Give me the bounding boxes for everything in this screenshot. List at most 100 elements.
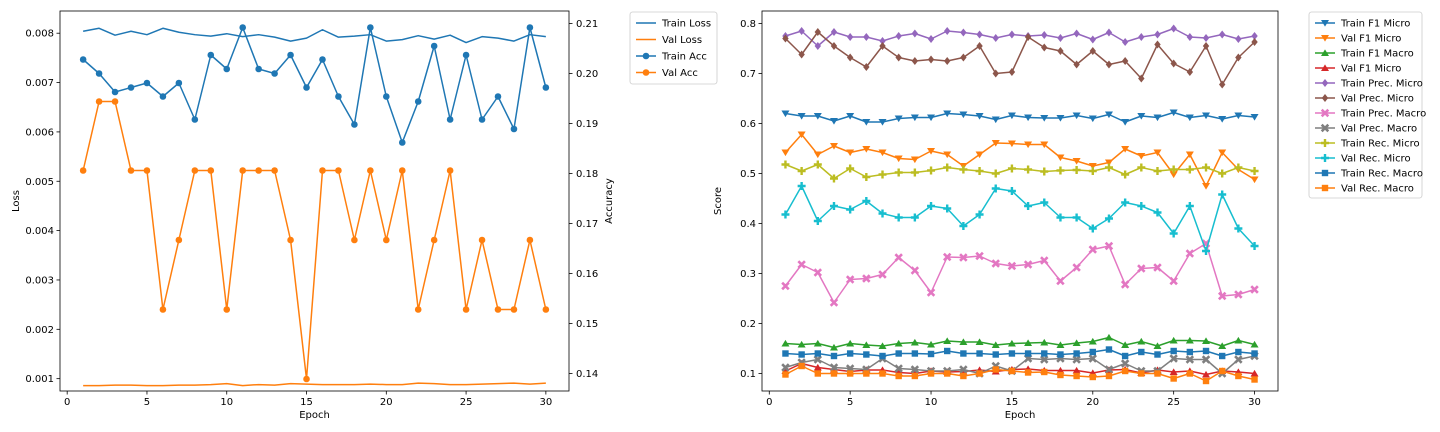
data-point bbox=[1104, 159, 1113, 167]
data-point bbox=[1218, 80, 1226, 89]
data-point bbox=[1121, 341, 1130, 348]
data-point bbox=[1153, 149, 1162, 157]
legend-item-train-f1-micro: Train F1 Micro bbox=[1315, 19, 1410, 30]
data-point bbox=[797, 260, 806, 269]
data-point bbox=[1041, 350, 1048, 357]
data-point bbox=[1105, 346, 1113, 353]
data-point bbox=[1088, 245, 1098, 254]
data-point bbox=[1024, 202, 1033, 210]
data-point bbox=[1137, 202, 1146, 210]
data-point bbox=[878, 170, 887, 179]
data-point bbox=[862, 341, 871, 348]
data-point bbox=[1088, 115, 1097, 123]
data-point bbox=[175, 79, 183, 87]
data-point bbox=[878, 149, 887, 157]
data-point bbox=[367, 167, 374, 174]
legend-item-val-rec-micro: Val Rec. Micro bbox=[1315, 154, 1411, 165]
legend-item-train-f1-macro: Train F1 Macro bbox=[1315, 49, 1414, 60]
data-point bbox=[1201, 355, 1211, 364]
data-point bbox=[813, 160, 822, 169]
data-point bbox=[271, 70, 278, 77]
data-point bbox=[1185, 114, 1194, 122]
data-point bbox=[975, 167, 984, 175]
series-line bbox=[784, 185, 1256, 252]
data-point bbox=[335, 93, 342, 100]
legend-marker bbox=[1321, 169, 1329, 177]
data-point bbox=[798, 50, 805, 59]
data-point bbox=[1185, 355, 1195, 364]
data-point bbox=[1088, 354, 1098, 363]
data-point bbox=[319, 167, 326, 174]
data-point bbox=[1105, 372, 1113, 380]
data-point bbox=[782, 371, 789, 378]
data-point bbox=[813, 151, 822, 159]
data-point bbox=[319, 56, 326, 63]
series-line bbox=[785, 111, 1255, 123]
series-train-rec-macro bbox=[782, 346, 1258, 360]
data-point bbox=[895, 53, 902, 62]
data-point bbox=[911, 350, 919, 357]
data-point bbox=[992, 366, 999, 373]
data-point bbox=[1250, 242, 1259, 250]
data-point bbox=[1072, 339, 1081, 346]
data-point bbox=[367, 24, 374, 31]
data-point bbox=[255, 167, 262, 174]
y2-axis-label: Accuracy bbox=[604, 178, 615, 224]
data-point bbox=[781, 339, 790, 347]
data-point bbox=[1104, 365, 1114, 374]
data-point bbox=[1186, 33, 1194, 41]
legend-item-train-prec-macro: Train Prec. Macro bbox=[1315, 109, 1426, 120]
data-point bbox=[959, 165, 968, 174]
x-tick-label: 10 bbox=[925, 397, 938, 408]
y-tick-label: 0.006 bbox=[25, 127, 54, 138]
data-point bbox=[960, 28, 967, 37]
data-point bbox=[813, 363, 822, 371]
legend-item-train-loss: Train Loss bbox=[636, 19, 711, 30]
data-point bbox=[960, 372, 967, 380]
data-point bbox=[1073, 60, 1080, 69]
data-point bbox=[1250, 369, 1259, 377]
data-point bbox=[1202, 163, 1211, 172]
data-point bbox=[910, 114, 919, 122]
data-point bbox=[1040, 338, 1049, 346]
data-point bbox=[462, 51, 470, 59]
data-point bbox=[813, 339, 822, 347]
legend-label: Val Acc bbox=[662, 68, 698, 79]
data-point bbox=[1121, 352, 1129, 360]
data-point bbox=[911, 57, 919, 65]
data-point bbox=[992, 34, 999, 42]
data-point bbox=[1234, 112, 1243, 120]
data-point bbox=[1089, 35, 1096, 44]
data-point bbox=[959, 253, 968, 262]
data-point bbox=[944, 370, 951, 377]
data-point bbox=[414, 306, 422, 313]
data-point bbox=[1105, 28, 1113, 37]
data-point bbox=[1202, 247, 1211, 255]
data-point bbox=[1072, 213, 1081, 222]
legend-item-val-loss: Val Loss bbox=[636, 35, 702, 46]
data-point bbox=[159, 93, 167, 100]
data-point bbox=[1007, 164, 1016, 173]
data-point bbox=[127, 167, 135, 174]
data-point bbox=[1056, 154, 1065, 162]
data-point bbox=[959, 111, 968, 119]
data-point bbox=[862, 146, 871, 153]
data-point bbox=[863, 351, 870, 358]
data-point bbox=[798, 351, 805, 358]
data-point bbox=[797, 131, 806, 139]
legend-label: Train Prec. Macro bbox=[1340, 109, 1426, 120]
data-point bbox=[1137, 264, 1146, 273]
data-point bbox=[926, 288, 936, 297]
legend-marker bbox=[1321, 139, 1329, 147]
legend-frame bbox=[1308, 11, 1423, 199]
y2-tick-label: 0.14 bbox=[576, 369, 598, 380]
series-train-prec-micro bbox=[782, 24, 1258, 50]
data-point bbox=[1218, 190, 1227, 199]
data-point bbox=[1024, 165, 1033, 174]
legend-label: Val F1 Micro bbox=[1341, 64, 1401, 75]
data-point bbox=[207, 167, 215, 174]
data-point bbox=[1120, 359, 1130, 368]
data-point bbox=[991, 140, 1000, 147]
data-point bbox=[1251, 38, 1258, 46]
data-point bbox=[975, 113, 984, 120]
